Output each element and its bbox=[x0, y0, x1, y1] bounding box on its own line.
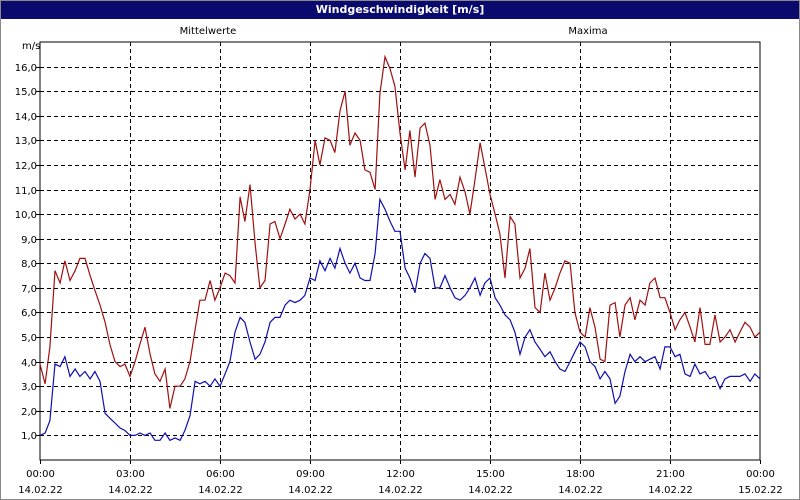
y-tick-label: 5,0 bbox=[21, 333, 37, 344]
y-tick-label: 3,0 bbox=[21, 382, 37, 393]
y-tick-label: 8,0 bbox=[21, 259, 37, 270]
y-tick-label: 2,0 bbox=[21, 407, 37, 418]
x-tick-time: 00:00 bbox=[746, 469, 775, 480]
x-tick-date: 14.02.22 bbox=[288, 485, 333, 496]
x-tick-date: 14.02.22 bbox=[198, 485, 243, 496]
y-tick-label: 13,0 bbox=[15, 136, 37, 147]
plot-area-border bbox=[39, 41, 761, 461]
series-line-maxima bbox=[39, 54, 761, 409]
chart-title: Windgeschwindigkeit [m/s] bbox=[1, 1, 799, 19]
y-tick-label: 11,0 bbox=[15, 186, 37, 197]
y-tick-label: 12,0 bbox=[15, 161, 37, 172]
series-line-mittelwerte bbox=[39, 197, 761, 442]
legend-mittelwerte: Mittelwerte bbox=[180, 26, 237, 37]
x-tick-time: 09:00 bbox=[296, 469, 325, 480]
y-tick-label: 16,0 bbox=[15, 63, 37, 74]
x-tick-date: 14.02.22 bbox=[108, 485, 153, 496]
x-tick-time: 15:00 bbox=[476, 469, 505, 480]
x-tick-time: 21:00 bbox=[656, 469, 685, 480]
y-tick-label: 10,0 bbox=[15, 210, 37, 221]
x-tick-time: 06:00 bbox=[206, 469, 235, 480]
y-tick-label: 9,0 bbox=[21, 235, 37, 246]
y-axis-label: m/s bbox=[22, 41, 40, 52]
x-tick-date: 14.02.22 bbox=[378, 485, 423, 496]
tick-labels: 1,0 2,0 3,0 4,0 5,0 6,0 7,0 8,0 9,0 10,0 11,0 12,0 1… bbox=[15, 63, 783, 496]
y-tick-label: 6,0 bbox=[21, 308, 37, 319]
x-tick-time: 00:00 bbox=[26, 469, 55, 480]
y-tick-label: 4,0 bbox=[21, 358, 37, 369]
grid bbox=[40, 42, 760, 460]
x-tick-date: 14.02.22 bbox=[18, 485, 63, 496]
x-tick-date: 14.02.22 bbox=[648, 485, 693, 496]
x-tick-time: 12:00 bbox=[386, 469, 415, 480]
x-tick-date: 15.02.22 bbox=[738, 485, 783, 496]
x-tick-time: 18:00 bbox=[566, 469, 595, 480]
y-tick-label: 7,0 bbox=[21, 284, 37, 295]
y-tick-label: 15,0 bbox=[15, 87, 37, 98]
x-tick-time: 03:00 bbox=[116, 469, 145, 480]
y-tick-label: 1,0 bbox=[21, 431, 37, 442]
legend-maxima: Maxima bbox=[568, 26, 607, 37]
x-tick-date: 14.02.22 bbox=[558, 485, 603, 496]
series-group bbox=[39, 54, 761, 442]
y-tick-label: 14,0 bbox=[15, 112, 37, 123]
x-tick-date: 14.02.22 bbox=[468, 485, 513, 496]
